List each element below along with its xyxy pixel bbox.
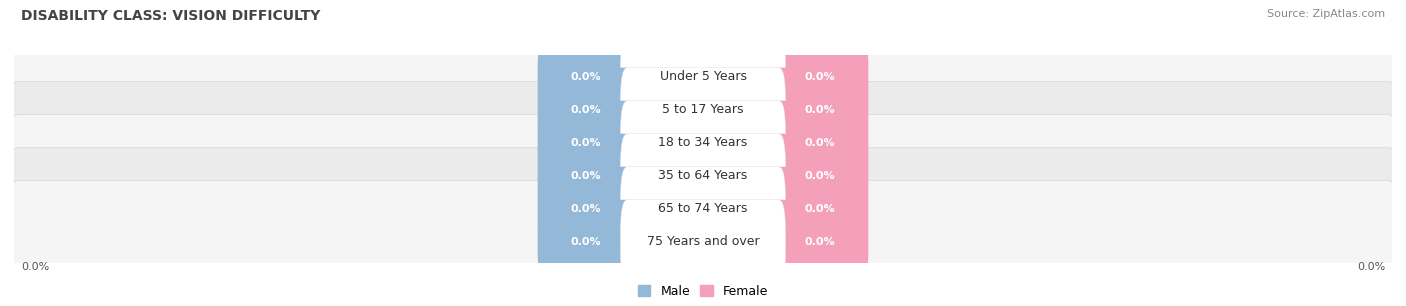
FancyBboxPatch shape	[620, 35, 786, 118]
Text: Under 5 Years: Under 5 Years	[659, 70, 747, 83]
Text: 0.0%: 0.0%	[804, 237, 835, 247]
Text: 0.0%: 0.0%	[804, 138, 835, 147]
FancyBboxPatch shape	[7, 15, 1399, 138]
Text: 0.0%: 0.0%	[804, 105, 835, 114]
FancyBboxPatch shape	[620, 200, 786, 284]
FancyBboxPatch shape	[772, 35, 869, 118]
Text: 0.0%: 0.0%	[804, 72, 835, 81]
FancyBboxPatch shape	[537, 167, 634, 251]
Text: 5 to 17 Years: 5 to 17 Years	[662, 103, 744, 116]
Text: 0.0%: 0.0%	[1357, 262, 1385, 272]
Text: 0.0%: 0.0%	[571, 171, 602, 181]
Text: 75 Years and over: 75 Years and over	[647, 235, 759, 248]
FancyBboxPatch shape	[7, 48, 1399, 171]
FancyBboxPatch shape	[772, 68, 869, 151]
Text: 65 to 74 Years: 65 to 74 Years	[658, 202, 748, 215]
FancyBboxPatch shape	[620, 101, 786, 185]
FancyBboxPatch shape	[772, 200, 869, 284]
Legend: Male, Female: Male, Female	[633, 280, 773, 303]
Text: 0.0%: 0.0%	[21, 262, 49, 272]
FancyBboxPatch shape	[772, 101, 869, 185]
Text: 0.0%: 0.0%	[571, 237, 602, 247]
FancyBboxPatch shape	[7, 147, 1399, 270]
Text: 0.0%: 0.0%	[804, 171, 835, 181]
FancyBboxPatch shape	[537, 134, 634, 218]
FancyBboxPatch shape	[620, 134, 786, 218]
Text: 0.0%: 0.0%	[804, 204, 835, 214]
Text: Source: ZipAtlas.com: Source: ZipAtlas.com	[1267, 9, 1385, 19]
FancyBboxPatch shape	[7, 181, 1399, 303]
FancyBboxPatch shape	[772, 134, 869, 218]
FancyBboxPatch shape	[7, 114, 1399, 237]
FancyBboxPatch shape	[537, 68, 634, 151]
FancyBboxPatch shape	[537, 35, 634, 118]
FancyBboxPatch shape	[772, 167, 869, 251]
Text: 18 to 34 Years: 18 to 34 Years	[658, 136, 748, 149]
Text: 0.0%: 0.0%	[571, 72, 602, 81]
Text: 35 to 64 Years: 35 to 64 Years	[658, 169, 748, 182]
FancyBboxPatch shape	[7, 81, 1399, 204]
Text: 0.0%: 0.0%	[571, 204, 602, 214]
FancyBboxPatch shape	[537, 101, 634, 185]
FancyBboxPatch shape	[620, 68, 786, 151]
Text: DISABILITY CLASS: VISION DIFFICULTY: DISABILITY CLASS: VISION DIFFICULTY	[21, 9, 321, 23]
Text: 0.0%: 0.0%	[571, 105, 602, 114]
Text: 0.0%: 0.0%	[571, 138, 602, 147]
FancyBboxPatch shape	[620, 167, 786, 251]
FancyBboxPatch shape	[537, 200, 634, 284]
